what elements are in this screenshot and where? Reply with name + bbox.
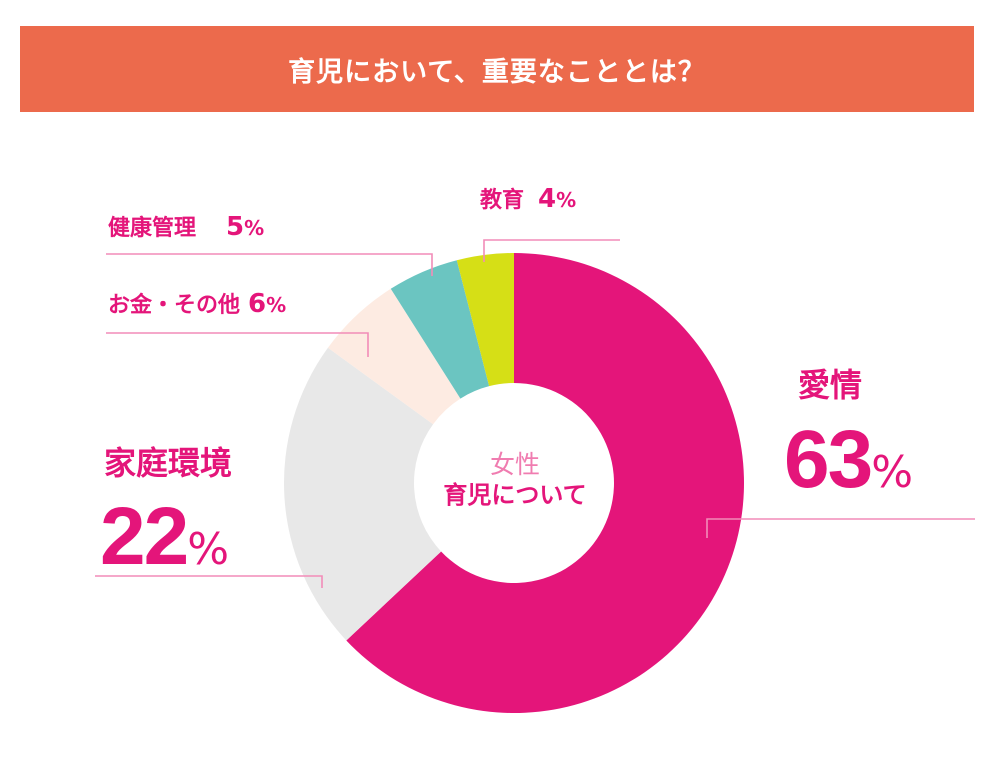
slice-label-education-unit: % <box>556 188 577 212</box>
leader-line-health <box>106 253 433 276</box>
center-label-line1: 女性 <box>489 450 540 479</box>
slice-label-money-name: お金・その他 <box>108 293 241 318</box>
slice-label-home-value-group: 22% <box>100 496 229 578</box>
slice-label-money-value: 6 <box>248 289 267 319</box>
slice-label-education-value: 4 <box>538 184 557 214</box>
slice-label-health-unit: % <box>244 216 265 240</box>
slice-label-home-value: 22 <box>100 491 189 582</box>
slice-home <box>284 347 442 641</box>
slice-label-love-name: 愛情 <box>798 366 863 404</box>
slice-love <box>346 253 744 713</box>
slice-label-health-name: 健康管理 <box>108 216 197 241</box>
leader-line-home <box>95 575 323 588</box>
slice-label-education-name: 教育 <box>480 188 525 213</box>
slice-label-health: 健康管理 5% <box>108 214 264 240</box>
slice-label-home-name: 家庭環境 <box>104 444 233 482</box>
slice-education <box>456 253 514 387</box>
slice-health <box>390 260 490 399</box>
leader-line-education <box>483 239 620 262</box>
slice-label-education: 教育 4% <box>480 186 576 212</box>
slice-label-health-value: 5 <box>226 212 245 242</box>
chart-title: 育児において、重要なこととは？ <box>288 56 706 88</box>
slice-label-love-unit: % <box>871 447 914 498</box>
center-label-line2: 育児について <box>443 481 587 510</box>
slice-label-love-value-group: 63% <box>784 419 913 501</box>
slice-money <box>327 288 461 425</box>
leader-line-money <box>106 332 369 357</box>
slice-label-money: お金・その他 6% <box>108 291 286 317</box>
slice-label-home-unit: % <box>187 524 230 575</box>
leader-line-love <box>706 518 975 538</box>
title-banner: 育児において、重要なこととは？ <box>20 26 974 112</box>
slice-label-love-value: 63 <box>784 414 873 505</box>
slice-label-money-unit: % <box>266 293 287 317</box>
center-label: 女性 育児について <box>410 449 620 510</box>
